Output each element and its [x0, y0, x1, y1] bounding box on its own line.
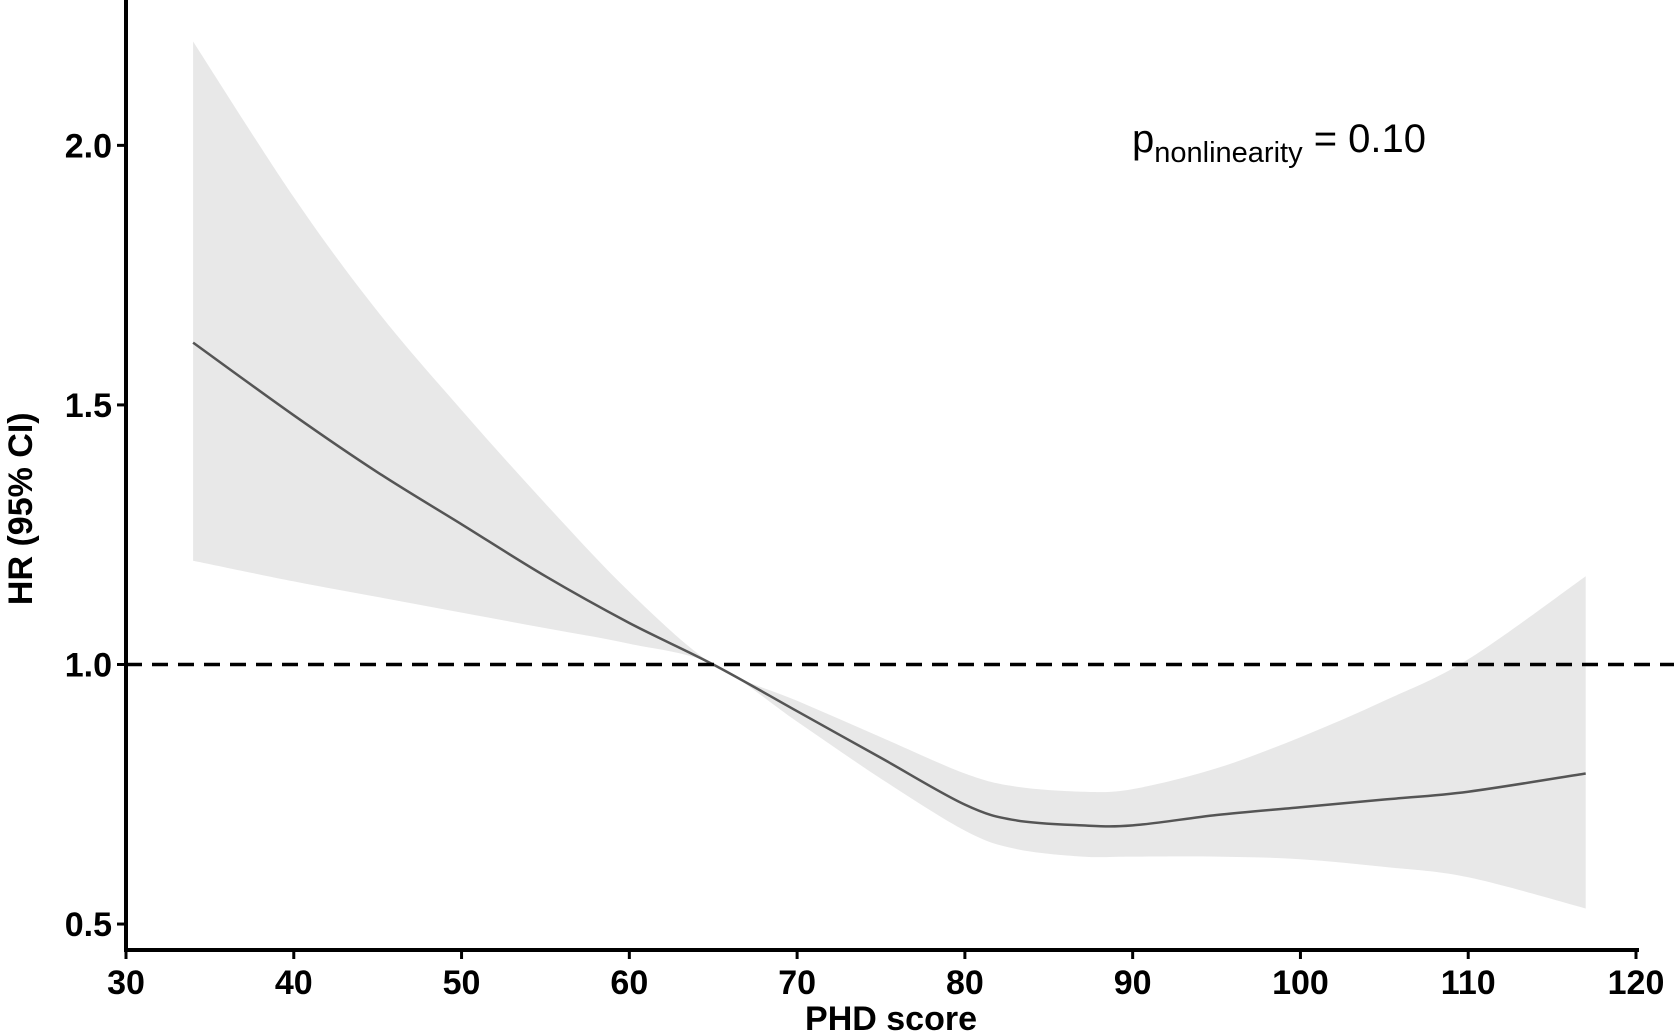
- x-tick-label: 70: [778, 964, 816, 1002]
- x-tick-label: 50: [443, 964, 481, 1002]
- y-tick-label: 2.0: [65, 127, 112, 165]
- y-axis-ticks: 0.5 1.0 1.5 2.0: [65, 127, 126, 944]
- confidence-band: [193, 41, 1586, 909]
- hazard-ratio-line: [192, 341, 1586, 828]
- y-axis-title: HR (95% CI): [2, 412, 40, 605]
- y-tick-label: 1.5: [65, 387, 112, 425]
- x-tick-label: 80: [946, 964, 984, 1002]
- annotation-main: p: [1132, 117, 1154, 161]
- x-tick-label: 90: [1114, 964, 1152, 1002]
- x-tick-label: 30: [107, 964, 145, 1002]
- x-axis-ticks: 30 40 50 60 70 80 90 100 110 120: [107, 950, 1664, 1002]
- p-nonlinearity-annotation: pnonlinearity = 0.10: [1132, 117, 1426, 169]
- x-axis-title: PHD score: [805, 1000, 977, 1034]
- x-tick-label: 120: [1608, 964, 1665, 1002]
- x-tick-label: 100: [1272, 964, 1329, 1002]
- x-tick-label: 110: [1441, 964, 1496, 1002]
- annotation-subscript: nonlinearity: [1154, 137, 1303, 169]
- annotation-value: = 0.10: [1303, 117, 1426, 161]
- y-tick-label: 1.0: [65, 646, 112, 684]
- y-tick-label: 0.5: [65, 906, 112, 944]
- x-tick-label: 60: [610, 964, 648, 1002]
- x-tick-label: 40: [275, 964, 313, 1002]
